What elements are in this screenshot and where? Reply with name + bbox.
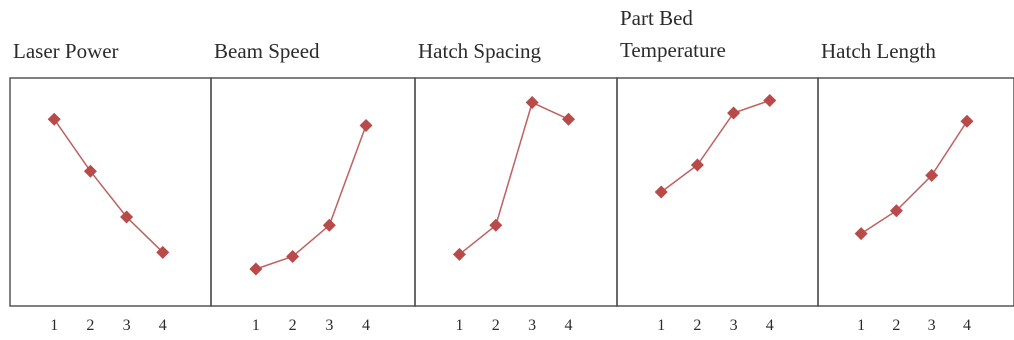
data-point-3 [925,168,939,182]
data-point-2 [489,218,503,232]
x-tick-label: 1 [252,317,260,334]
series-line [53,118,164,253]
x-tick-label: 3 [123,317,131,334]
data-point-1 [452,247,466,261]
x-tick-label: 4 [963,317,971,334]
data-point-3 [525,96,539,110]
panel-title: Beam Speed [214,39,320,63]
data-point-1 [854,227,868,241]
x-tick-label: 3 [325,317,333,334]
data-point-1 [249,262,263,276]
x-tick-label: 2 [86,317,94,334]
data-point-2 [889,204,903,218]
x-tick-label: 4 [565,317,573,334]
panel-3: Hatch Spacing 1 2 3 4 [414,39,618,334]
data-point-3 [120,210,134,224]
data-point-4 [156,245,170,259]
x-tick-label: 1 [857,317,865,334]
x-tick-label: 4 [766,317,774,334]
panel-frame [210,77,416,307]
data-point-1 [47,112,61,126]
x-tick-label: 1 [455,317,463,334]
data-point-2 [690,158,704,172]
panel-4: Part Bed Temperature 1 2 3 4 [616,6,819,334]
x-tick-label: 2 [289,317,297,334]
data-point-3 [322,218,336,232]
data-point-4 [359,118,373,132]
data-point-1 [654,185,668,199]
panel-title: Laser Power [13,39,119,63]
panel-1: Laser Power 1 2 3 4 [9,39,212,334]
x-tick-label: 2 [492,317,500,334]
panel-frame [9,77,212,307]
panel-title: Hatch Spacing [418,39,542,63]
panel-frame [616,77,819,307]
x-tick-label: 3 [928,317,936,334]
series-line [458,101,569,255]
x-tick-label: 4 [362,317,370,334]
panel-5: Hatch Length 1 2 3 4 [817,39,1014,334]
data-point-4 [960,114,974,128]
series-line [255,125,367,270]
panel-title: Temperature [620,38,726,62]
panel-frame [414,77,618,307]
data-point-2 [286,249,300,263]
panel-frame [817,77,1014,307]
x-tick-label: 3 [730,317,738,334]
x-tick-label: 4 [159,317,167,334]
series-line [660,99,771,193]
x-tick-label: 2 [892,317,900,334]
x-tick-label: 1 [50,317,58,334]
data-point-4 [562,112,576,126]
x-tick-label: 2 [693,317,701,334]
data-point-4 [763,93,777,107]
data-point-3 [727,106,741,120]
data-point-2 [83,164,97,178]
x-tick-label: 3 [528,317,536,334]
panel-title: Part Bed [620,6,693,30]
panel-title: Hatch Length [821,39,936,63]
panel-2: Beam Speed 1 2 3 4 [210,39,416,334]
x-tick-label: 1 [657,317,665,334]
series-line [860,120,968,235]
